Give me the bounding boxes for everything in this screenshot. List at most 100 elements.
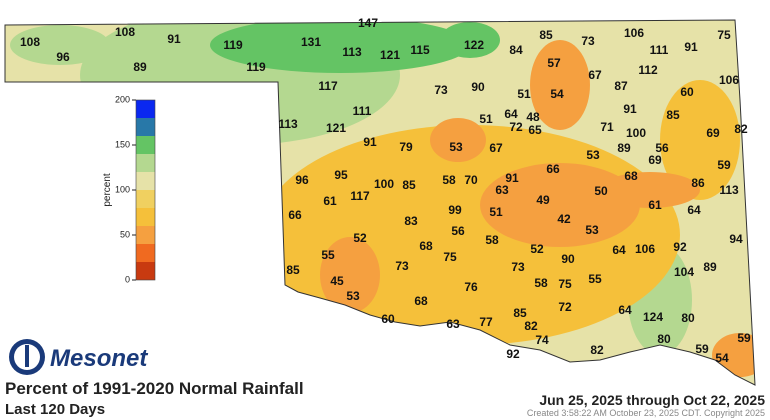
- station-value: 91: [505, 171, 519, 185]
- station-value: 111: [353, 104, 372, 118]
- station-value: 119: [223, 38, 243, 52]
- station-value: 56: [451, 224, 465, 238]
- state-outline: [4, 19, 756, 386]
- station-value: 52: [353, 231, 367, 245]
- station-value: 75: [443, 250, 457, 264]
- station-value: 77: [479, 315, 493, 329]
- station-value: 91: [363, 135, 377, 149]
- station-value: 117: [350, 189, 370, 203]
- station-value: 51: [479, 112, 493, 126]
- station-value: 55: [321, 248, 335, 262]
- station-value: 63: [495, 183, 509, 197]
- station-value: 55: [588, 272, 602, 286]
- station-value: 91: [623, 102, 637, 116]
- station-value: 51: [517, 87, 531, 101]
- colorbar-bin: [136, 154, 155, 172]
- station-value: 108: [115, 25, 135, 39]
- station-value: 79: [399, 140, 413, 154]
- station-value: 104: [674, 265, 694, 279]
- station-value: 69: [706, 126, 720, 140]
- station-value: 66: [288, 208, 302, 222]
- station-value: 83: [404, 214, 418, 228]
- station-value: 50: [594, 184, 608, 198]
- station-value: 85: [666, 108, 680, 122]
- station-value: 106: [719, 73, 739, 87]
- date-range: Jun 25, 2025 through Oct 22, 2025: [539, 392, 765, 408]
- station-value: 67: [489, 141, 503, 155]
- station-value: 108: [20, 35, 40, 49]
- subtitle: Last 120 Days: [5, 401, 105, 418]
- station-value: 48: [526, 110, 540, 124]
- station-value: 89: [133, 60, 147, 74]
- station-value: 60: [680, 85, 694, 99]
- station-value: 115: [410, 43, 430, 57]
- colorbar-bin: [136, 226, 155, 244]
- station-value: 70: [464, 173, 478, 187]
- station-value: 67: [588, 68, 602, 82]
- map-fill: [5, 20, 755, 385]
- station-value: 68: [624, 169, 638, 183]
- station-value: 58: [534, 276, 548, 290]
- colorbar-bin: [136, 208, 155, 226]
- station-value: 80: [681, 311, 695, 325]
- station-value: 82: [734, 122, 748, 136]
- title: Percent of 1991-2020 Normal Rainfall: [5, 379, 304, 398]
- colorbar-bin: [136, 136, 155, 154]
- station-value: 71: [600, 120, 614, 134]
- station-value: 99: [448, 203, 462, 217]
- station-value: 53: [586, 148, 600, 162]
- station-value: 92: [673, 240, 687, 254]
- colorbar-bin: [136, 118, 155, 136]
- station-value: 90: [561, 252, 575, 266]
- station-value: 86: [691, 176, 705, 190]
- station-value: 54: [550, 87, 564, 101]
- station-value: 117: [318, 79, 338, 93]
- station-value: 100: [374, 177, 394, 191]
- station-value: 80: [657, 332, 671, 346]
- station-value: 53: [585, 223, 599, 237]
- station-value: 65: [528, 123, 542, 137]
- station-value: 63: [446, 317, 460, 331]
- station-value: 119: [246, 60, 266, 74]
- station-value: 95: [334, 168, 348, 182]
- station-value: 147: [358, 16, 378, 30]
- colorbar-bin: [136, 172, 155, 190]
- colorbar-bin: [136, 190, 155, 208]
- station-value: 76: [464, 280, 478, 294]
- station-value: 84: [509, 43, 523, 57]
- station-value: 57: [547, 56, 561, 70]
- station-value: 68: [419, 239, 433, 253]
- station-value: 89: [703, 260, 717, 274]
- station-value: 75: [558, 277, 572, 291]
- station-value: 85: [286, 263, 300, 277]
- station-value: 100: [626, 126, 646, 140]
- station-value: 121: [326, 121, 346, 135]
- station-value: 61: [648, 198, 662, 212]
- station-value: 73: [511, 260, 525, 274]
- station-value: 52: [530, 242, 544, 256]
- station-value: 122: [464, 38, 484, 52]
- station-value: 94: [729, 232, 743, 246]
- colorbar-bin: [136, 262, 155, 280]
- credit: Created 3:58:22 AM October 23, 2025 CDT.…: [527, 408, 765, 418]
- station-value: 58: [485, 233, 499, 247]
- station-value: 73: [434, 83, 448, 97]
- station-value: 60: [381, 312, 395, 326]
- station-value: 85: [402, 178, 416, 192]
- station-value: 68: [414, 294, 428, 308]
- station-value: 56: [655, 141, 669, 155]
- station-value: 66: [546, 162, 560, 176]
- station-value: 85: [513, 306, 527, 320]
- station-value: 91: [167, 32, 181, 46]
- station-value: 124: [643, 310, 663, 324]
- station-value: 64: [504, 107, 518, 121]
- station-value: 42: [557, 212, 571, 226]
- station-value: 96: [295, 173, 309, 187]
- station-value: 54: [715, 351, 729, 365]
- station-value: 113: [342, 45, 362, 59]
- station-value: 111: [650, 43, 669, 57]
- colorbar-tick-label: 150: [115, 139, 130, 149]
- station-value: 59: [695, 342, 709, 356]
- station-value: 64: [618, 303, 632, 317]
